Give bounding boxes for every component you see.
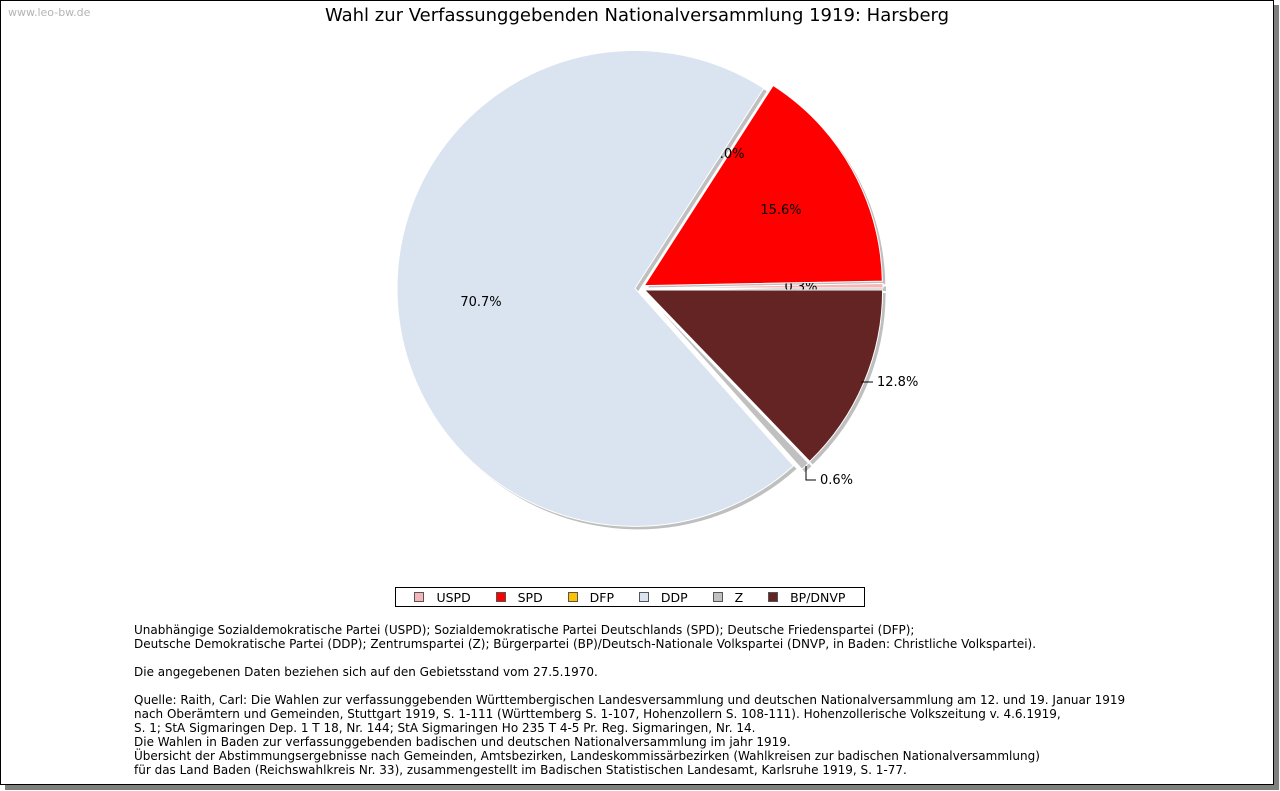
data-label-ddp: 70.7% xyxy=(460,295,501,310)
legend-item-spd: SPD xyxy=(495,589,543,605)
party-abbreviations-note: Unabhängige Sozialdemokratische Partei (… xyxy=(134,623,1037,651)
legend-label: USPD xyxy=(436,589,471,605)
legend-label: DFP xyxy=(589,589,614,605)
legend-label: Z xyxy=(734,589,744,605)
data-label-spd: 15.6% xyxy=(760,203,801,218)
legend-swatch xyxy=(567,592,578,602)
notes: Unabhängige Sozialdemokratische Partei (… xyxy=(134,623,1254,777)
legend-label: DDP xyxy=(660,589,688,605)
legend-swatch xyxy=(495,592,506,602)
legend-swatch xyxy=(768,592,779,602)
leader-line-z xyxy=(805,466,816,481)
legend-swatch xyxy=(638,592,649,602)
chart-title: Wahl zur Verfassunggebenden Nationalvers… xyxy=(324,5,950,26)
legend-label: BP/DNVP xyxy=(790,589,846,605)
legend-item-z: Z xyxy=(712,589,744,605)
legend-item-dfp: DFP xyxy=(567,589,614,605)
legend-swatch xyxy=(712,592,723,602)
pie-slice-spd xyxy=(643,84,883,287)
data-label-z: 0.6% xyxy=(820,473,853,488)
pie-slice-ddp xyxy=(396,49,795,527)
legend-item-ddp: DDP xyxy=(638,589,688,605)
pie-slice-z xyxy=(643,291,810,470)
watermark: www.leo-bw.de xyxy=(8,6,91,19)
legend-item-uspd: USPD xyxy=(414,589,471,605)
pie-chart: 0.3%15.6%0.0%70.7%0.6%12.8% xyxy=(396,49,918,530)
territory-note: Die angegebenen Daten beziehen sich auf … xyxy=(134,665,598,679)
legend-label: SPD xyxy=(517,589,543,605)
legend-swatch xyxy=(414,592,425,602)
data-label-bp-dnvp: 12.8% xyxy=(877,375,918,390)
legend-item-bp-dnvp: BP/DNVP xyxy=(768,590,845,605)
legend: USPD SPD DFP DDP Z BP/DNVP xyxy=(395,587,865,607)
source-note: Quelle: Raith, Carl: Die Wahlen zur verf… xyxy=(134,693,1126,777)
pie-slice-uspd xyxy=(644,282,884,289)
pie-slice-bp-dnvp xyxy=(643,289,884,463)
